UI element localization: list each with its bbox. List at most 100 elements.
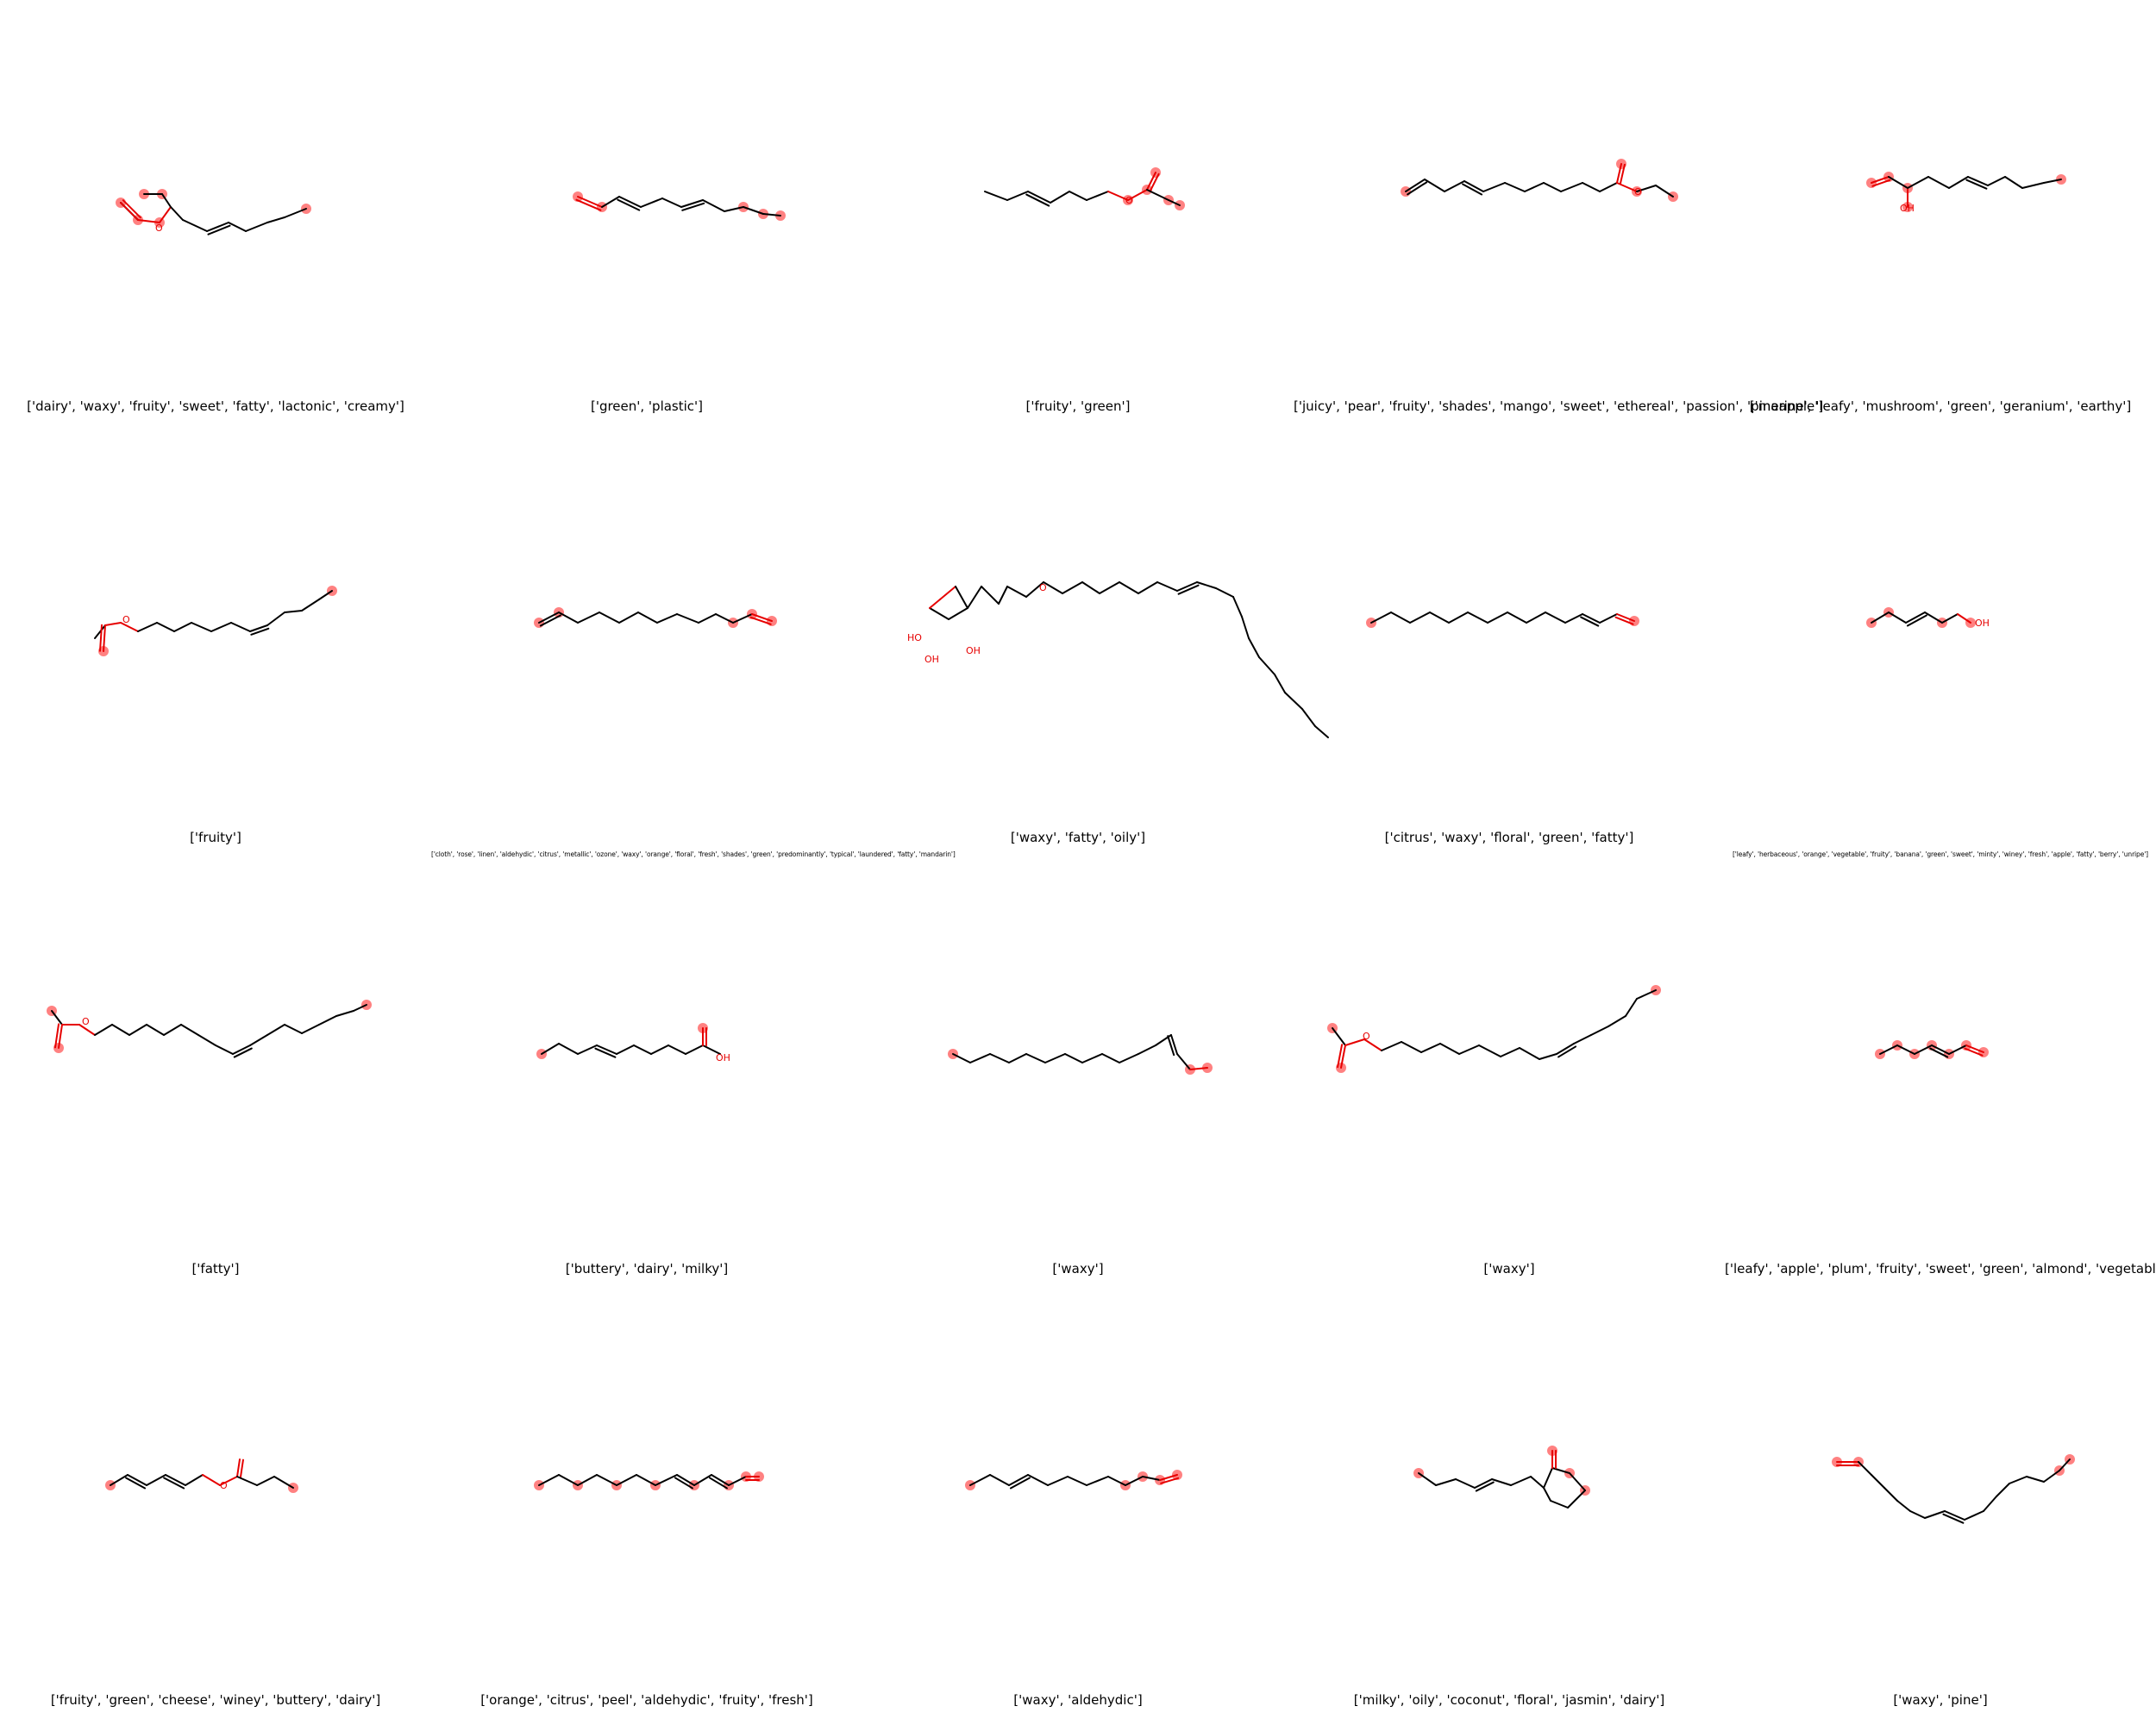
single-bond [191,622,212,632]
molecule-structure [965,1470,1182,1490]
single-bond [1927,176,1950,189]
single-bond [137,622,158,632]
double-bond [1160,1477,1180,1484]
atom-label: O [1125,195,1133,206]
double-bond [681,202,705,211]
single-bond [1510,1476,1532,1486]
single-bond [601,196,620,208]
molecule-structure [1413,1446,1590,1509]
single-bond [1107,1476,1126,1486]
single-bond [1567,1490,1586,1509]
single-bond [353,1004,367,1012]
odor-descriptor-label: ['buttery', 'dairy', 'milky'] [565,1261,729,1276]
single-bond [1006,586,1027,598]
molecule-card: O ['waxy'] [1294,862,1725,1294]
single-bond [1064,1053,1083,1063]
single-bond [969,1474,991,1486]
single-bond [1914,1044,1933,1055]
single-bond [219,1476,238,1486]
odor-descriptor-label: ['fatty'] [191,1261,240,1276]
single-bond [1551,1467,1570,1474]
single-bond [1543,1487,1551,1502]
atom-label: O [82,1016,90,1027]
single-bond [110,1474,128,1486]
single-bond [633,1044,652,1055]
double-bond [1929,1047,1949,1058]
single-bond [120,622,139,632]
single-bond [2026,1476,2045,1483]
single-bond [215,1044,234,1055]
single-bond [1608,1015,1626,1027]
double-bond [163,1477,185,1490]
single-bond [301,599,320,612]
single-bond [318,1015,337,1026]
single-bond [698,613,717,624]
single-bond [1458,1044,1480,1055]
double-bond [122,199,141,219]
odor-descriptor-label: ['waxy'] [1483,1261,1535,1276]
single-bond [656,613,678,624]
single-bond [952,1053,971,1063]
double-bond [1337,1044,1344,1069]
single-bond [667,1044,686,1055]
molecule-card: O ['dairy', 'waxy', 'fruity', 'sweet', 'f… [0,0,431,431]
single-bond [1924,612,1943,624]
single-bond [616,1044,635,1055]
single-bond [1987,176,2006,186]
single-bond [1948,1044,1967,1055]
double-bond [1556,1043,1575,1055]
single-bond [228,222,247,232]
single-bond [1429,612,1450,624]
single-bond [1545,612,1566,624]
single-bond [702,199,725,212]
molecule-structure: O [105,1458,298,1493]
molecule-card: ['milky', 'oily', 'coconut', 'floral', '… [1294,1294,1725,1725]
double-bond [538,612,560,624]
atom-label: O [155,223,163,234]
molecule-structure [1366,612,1639,628]
single-bond [1455,1478,1476,1489]
single-bond [1138,1044,1156,1055]
single-bond [1081,581,1100,594]
odor-descriptor-label: ['leafy', 'apple', 'plum', 'fruity', 'sw… [1725,1261,2156,1276]
single-bond [1487,612,1508,624]
single-bond [1599,182,1618,192]
double-bond [232,1044,251,1055]
single-bond [1599,613,1618,624]
single-bond [989,1474,1010,1486]
double-bond [1580,616,1600,627]
odor-descriptor-label: ['orange', 'citrus', 'peel', 'aldehydic'… [480,1692,813,1708]
double-bond [708,1477,728,1490]
odor-descriptor-label: ['waxy'] [1052,1261,1104,1276]
double-bond [236,1458,241,1477]
single-bond [1504,182,1526,192]
single-bond [981,586,1000,605]
single-bond [1196,581,1217,589]
single-bond [230,622,251,632]
single-bond [1248,637,1260,658]
single-bond [1418,1472,1437,1486]
double-bond [1177,584,1200,595]
odor-descriptor-label: ['waxy', 'fatty', 'oily'] [1010,830,1146,845]
molecule-card: O ['fruity', 'green', 'cheese', 'winey', … [0,1294,431,1725]
odor-descriptor-label: ['cloth', 'rose', 'linen', 'aldehydic', … [431,850,956,858]
atom-label: HO [907,632,922,643]
single-bond [1332,1027,1346,1046]
molecule-card: ['green', 'plastic'] [431,0,862,431]
single-bond [998,586,1008,605]
single-bond [1127,189,1148,201]
double-bond [1170,1034,1178,1055]
double-bond [207,224,231,235]
single-bond [1027,1474,1049,1486]
atom-label: O [1363,1031,1370,1042]
odor-descriptor-label: ['dairy', 'waxy', 'fruity', 'sweet', 'fa… [27,398,404,414]
double-bond [680,199,704,208]
single-bond [1390,612,1411,624]
single-bond [1491,1478,1512,1486]
single-bond [1025,581,1044,598]
single-bond [1401,1041,1422,1053]
double-bond [206,222,229,232]
molecule-structure [948,1034,1213,1075]
molecule-card: ['waxy', 'pine'] [1725,1294,2156,1725]
single-bond [1241,616,1250,639]
